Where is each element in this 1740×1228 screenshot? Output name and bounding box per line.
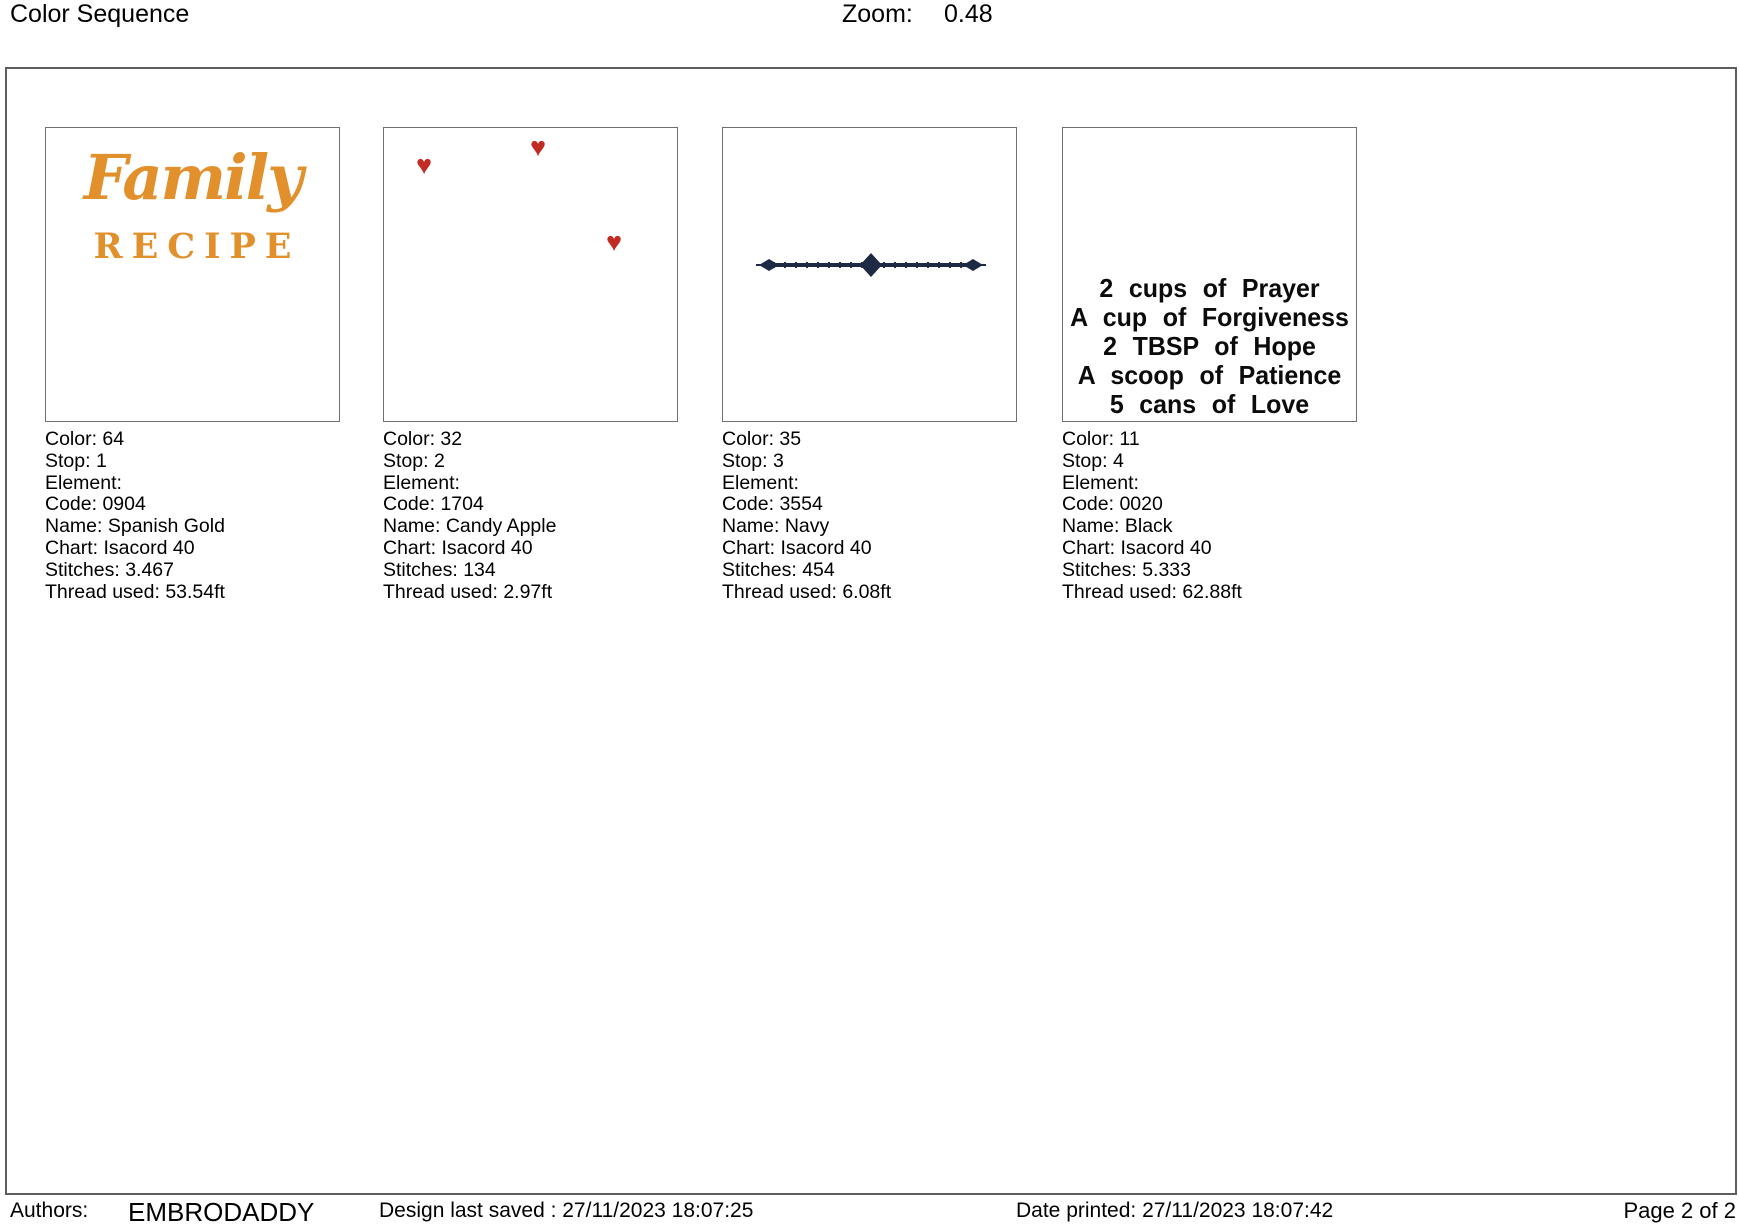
heart-icon: ♥ xyxy=(606,227,623,257)
stitch-preview-hearts: ♥ ♥ ♥ xyxy=(383,127,678,422)
detail-line: Stop: 4 xyxy=(1062,449,1124,472)
detail-line: Stitches: 5.333 xyxy=(1062,558,1191,581)
detail-line: Stitches: 134 xyxy=(383,558,496,581)
heart-icon: ♥ xyxy=(530,132,547,162)
detail-line: Name: Black xyxy=(1062,515,1173,538)
page-indicator: Page 2 of 2 xyxy=(1623,1198,1736,1223)
detail-line: Stop: 2 xyxy=(383,449,445,472)
authors-label: Authors: xyxy=(10,1199,89,1222)
recipe-caps-text: RECIPE xyxy=(93,226,301,267)
page-title: Color Sequence xyxy=(10,0,190,28)
color-stop-card-2: ♥ ♥ ♥ Color: 32 Stop: 2 Element: Code: 1… xyxy=(383,127,678,603)
color-stop-details: Color: 32 Stop: 2 Element: Code: 1704 Na… xyxy=(383,428,678,603)
color-stop-card-3: Color: 35 Stop: 3 Element: Code: 3554 Na… xyxy=(722,127,1017,603)
date-printed: Date printed: 27/11/2023 18:07:42 xyxy=(1016,1199,1334,1222)
color-stop-card-4: 2 cups of Prayer A cup of Forgiveness 2 … xyxy=(1062,127,1357,603)
recipe-poem-line: 2 TBSP of Hope xyxy=(1103,331,1316,361)
recipe-poem-line: A cup of Forgiveness xyxy=(1070,302,1349,332)
recipe-poem-line: A scoop of Patience xyxy=(1077,360,1342,390)
zoom-value: 0.48 xyxy=(944,0,993,28)
detail-line: Stitches: 454 xyxy=(722,558,835,581)
family-script-text: Family xyxy=(83,141,304,214)
detail-line: Element: xyxy=(45,471,122,494)
color-stop-details: Color: 64 Stop: 1 Element: Code: 0904 Na… xyxy=(45,428,340,603)
detail-line: Color: 64 xyxy=(45,428,125,450)
detail-line: Element: xyxy=(722,471,799,494)
detail-line: Color: 32 xyxy=(383,428,463,450)
detail-line: Code: 0020 xyxy=(1062,493,1163,516)
detail-line: Thread used: 2.97ft xyxy=(383,580,553,603)
detail-line: Name: Navy xyxy=(722,515,830,538)
recipe-poem-line: 5 cans of Love xyxy=(1109,389,1310,419)
detail-line: Color: 11 xyxy=(1062,428,1140,450)
detail-line: Element: xyxy=(1062,471,1139,494)
stitch-preview-poem: 2 cups of Prayer A cup of Forgiveness 2 … xyxy=(1062,127,1357,422)
detail-line: Name: Candy Apple xyxy=(383,515,557,538)
detail-line: Code: 3554 xyxy=(722,493,823,516)
detail-line: Chart: Isacord 40 xyxy=(722,536,872,559)
detail-line: Thread used: 53.54ft xyxy=(45,580,225,603)
detail-line: Element: xyxy=(383,471,460,494)
detail-line: Thread used: 6.08ft xyxy=(722,580,892,603)
divider-stitch-graphic xyxy=(756,253,986,277)
design-last-saved: Design last saved : 27/11/2023 18:07:25 xyxy=(379,1199,754,1222)
color-stop-details: Color: 11 Stop: 4 Element: Code: 0020 Na… xyxy=(1062,428,1357,603)
detail-line: Stop: 3 xyxy=(722,449,784,472)
detail-line: Code: 0904 xyxy=(45,493,146,516)
detail-line: Chart: Isacord 40 xyxy=(45,536,195,559)
authors-value: EMBRODADDY xyxy=(128,1197,315,1227)
stitch-preview-family-recipe: Family RECIPE xyxy=(45,127,340,422)
detail-line: Stop: 1 xyxy=(45,449,107,472)
zoom-label: Zoom: xyxy=(842,0,913,28)
detail-line: Thread used: 62.88ft xyxy=(1062,580,1242,603)
color-stop-card-1: Family RECIPE Color: 64 Stop: 1 Element:… xyxy=(45,127,340,603)
heart-icon: ♥ xyxy=(416,150,433,180)
detail-line: Color: 35 xyxy=(722,428,802,450)
detail-line: Chart: Isacord 40 xyxy=(1062,536,1212,559)
stitch-preview-divider xyxy=(722,127,1017,422)
detail-line: Stitches: 3.467 xyxy=(45,558,174,581)
detail-line: Code: 1704 xyxy=(383,493,484,516)
recipe-poem-line: 2 cups of Prayer xyxy=(1099,273,1320,303)
detail-line: Chart: Isacord 40 xyxy=(383,536,533,559)
color-stop-details: Color: 35 Stop: 3 Element: Code: 3554 Na… xyxy=(722,428,1017,603)
recipe-poem-text: 2 cups of Prayer A cup of Forgiveness 2 … xyxy=(1063,274,1356,419)
detail-line: Name: Spanish Gold xyxy=(45,515,225,538)
